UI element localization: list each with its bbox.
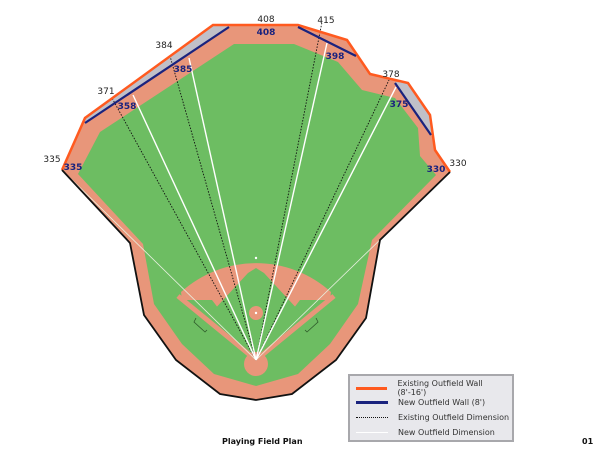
legend-label: Existing Outfield Dimension [398, 412, 510, 422]
existing-dim-left-line: 335 [43, 155, 60, 165]
new-dimension-lines [132, 42, 397, 361]
white-line-swatch-icon [356, 431, 388, 433]
legend-label: New Outfield Wall (8') [398, 397, 486, 407]
existing-dimension-lines [111, 21, 390, 361]
home-plate-area [244, 352, 268, 376]
navy-line-swatch-icon [356, 400, 388, 404]
existing-outfield-wall [60, 23, 452, 173]
existing-dim-right-center: 415 [317, 16, 334, 26]
left-foul-line [61, 169, 257, 361]
dotted-line-swatch-icon [356, 416, 388, 418]
new-dim-left-center: 358 [118, 102, 137, 112]
existing-dim-center: 408 [257, 15, 274, 25]
page-number: 01 [582, 437, 594, 446]
new-dim-right-alley: 375 [390, 100, 409, 110]
legend-label: Existing Outfield Wall (8'-16') [397, 379, 483, 397]
new-dim-right-center: 398 [326, 52, 345, 62]
new-dim-right-line: 330 [427, 165, 446, 175]
existing-dim-left-alley: 384 [155, 41, 172, 51]
outer-boundary [61, 169, 451, 401]
outfield-grass [78, 44, 436, 386]
coach-box-left [193, 317, 208, 333]
new-dim-center: 408 [257, 28, 276, 38]
existing-dim-right-line: 330 [449, 159, 466, 169]
legend-item-new-dimension: New Outfield Dimension [356, 425, 495, 439]
new-outfield-wall [84, 26, 432, 136]
existing-dim-right-alley: 378 [382, 70, 399, 80]
legend-item-existing-wall: Existing Outfield Wall (8'-16') [356, 379, 512, 397]
coach-box-right [304, 317, 319, 333]
new-dim-left-line: 335 [64, 163, 83, 173]
legend-label: New Outfield Dimension [398, 427, 495, 437]
orange-line-swatch-icon [356, 386, 388, 390]
page-title: Playing Field Plan [222, 437, 303, 446]
existing-dim-left-center: 371 [97, 87, 114, 97]
new-dim-left-alley: 385 [174, 65, 193, 75]
legend-item-new-wall: New Outfield Wall (8') [356, 395, 485, 409]
legend-item-existing-dimension: Existing Outfield Dimension [356, 410, 509, 424]
legend: Existing Outfield Wall (8'-16') New Outf… [348, 374, 514, 442]
